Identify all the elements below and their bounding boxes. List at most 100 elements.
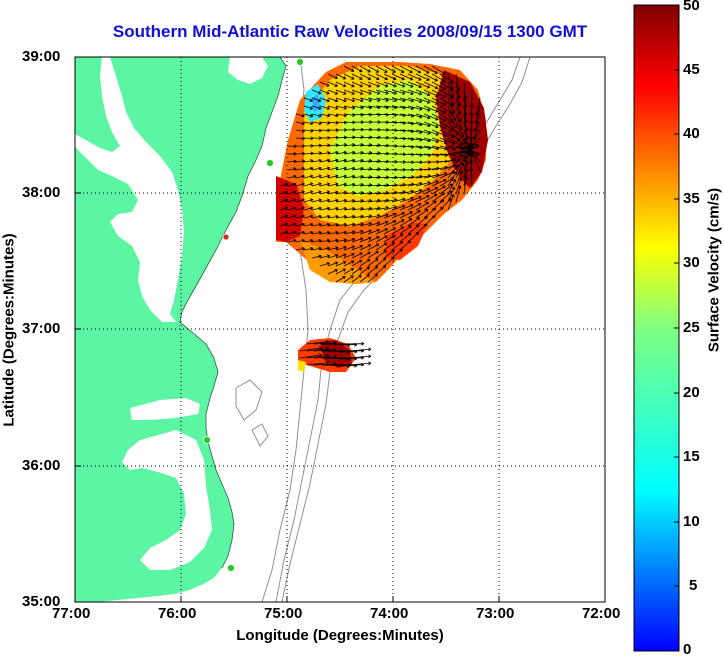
- velocity-arrow: [391, 65, 405, 73]
- velocity-arrow: [335, 81, 347, 88]
- velocity-arrow: [375, 213, 389, 219]
- velocity-arrow: [439, 137, 456, 145]
- velocity-arrow: [351, 81, 363, 88]
- x-axis-label: Longitude (Degrees:Minutes): [236, 627, 444, 644]
- velocity-arrow: [367, 273, 378, 283]
- velocity-arrow: [295, 174, 305, 179]
- velocity-arrow: [455, 162, 465, 179]
- velocity-arrow: [319, 214, 331, 219]
- velocity-arrow: [375, 227, 389, 235]
- velocity-arrow: [415, 81, 431, 89]
- velocity-arrow: [423, 121, 439, 129]
- velocity-arrow: [311, 105, 322, 110]
- velocity-arrow: [335, 89, 347, 95]
- velocity-arrow: [287, 167, 297, 171]
- velocity-arrow: [359, 251, 371, 259]
- velocity-arrow: [383, 219, 397, 227]
- x-tick-label: 75:00: [264, 605, 303, 622]
- velocity-arrow: [391, 89, 406, 95]
- velocity-arrow: [391, 248, 403, 259]
- velocity-arrow: [343, 89, 355, 95]
- velocity-arrow: [439, 145, 456, 151]
- velocity-arrow: [415, 89, 431, 97]
- coastline: [179, 57, 287, 569]
- colorbar-tick-label: 20: [683, 384, 700, 401]
- velocity-arrow: [407, 188, 423, 195]
- velocity-arrow: [311, 89, 322, 95]
- map-title: Southern Mid-Atlantic Raw Velocities 200…: [112, 22, 588, 41]
- velocity-arrow: [351, 73, 363, 80]
- velocity-arrow: [303, 121, 314, 126]
- velocity-arrow: [303, 174, 314, 179]
- velocity-arrow: [455, 113, 463, 130]
- velocity-arrow: [303, 159, 314, 163]
- velocity-arrow: [319, 238, 331, 243]
- colorbar-tick-label: 50: [683, 0, 700, 14]
- velocity-arrow: [399, 211, 413, 219]
- velocity-vectors: [279, 65, 481, 368]
- y-tick-label: 39:00: [22, 48, 61, 65]
- velocity-arrow: [351, 267, 363, 275]
- velocity-arrow: [415, 97, 431, 104]
- velocity-arrow: [383, 227, 396, 235]
- velocity-arrow: [319, 174, 330, 179]
- velocity-arrow: [375, 265, 387, 275]
- velocity-arrow: [343, 65, 355, 72]
- velocity-arrow: [359, 89, 372, 95]
- velocity-arrow: [311, 182, 322, 187]
- velocity-arrow: [415, 201, 430, 211]
- velocity-arrow: [287, 151, 297, 156]
- velocity-arrow: [343, 267, 355, 275]
- colorbar-ticks: [674, 69, 679, 587]
- chesapeake-bay: [75, 57, 184, 322]
- velocity-arrow: [399, 81, 414, 88]
- velocity-arrow: [383, 234, 396, 243]
- colorbar: [633, 4, 680, 652]
- velocity-arrow: [351, 237, 364, 243]
- velocity-arrow: [343, 97, 356, 103]
- velocity-arrow: [303, 198, 314, 203]
- velocity-arrow: [462, 146, 481, 155]
- velocity-arrow: [399, 225, 412, 235]
- x-tick-label: 74:00: [370, 605, 409, 622]
- velocity-arrow: [279, 230, 288, 235]
- velocity-arrow: [295, 159, 305, 164]
- velocity-arrow: [327, 97, 339, 103]
- velocity-arrow: [303, 182, 314, 187]
- colorbar-tick-label: 25: [683, 319, 700, 336]
- velocity-arrow: [415, 187, 431, 195]
- radar-station-active: [266, 159, 274, 167]
- velocity-arrow: [351, 65, 363, 73]
- velocity-arrow: [359, 65, 371, 73]
- velocity-arrow: [351, 97, 364, 103]
- velocity-arrow: [303, 222, 314, 227]
- velocity-arrow: [415, 73, 430, 81]
- delaware-bay: [228, 57, 268, 84]
- velocity-arrow: [311, 206, 322, 211]
- velocity-arrow: [375, 89, 389, 95]
- velocity-arrow: [367, 81, 380, 88]
- velocity-arrow: [319, 230, 331, 235]
- velocity-arrow: [407, 81, 422, 89]
- x-tick-label: 77:00: [52, 605, 91, 622]
- velocity-arrow: [335, 276, 346, 283]
- velocity-arrow: [431, 178, 447, 187]
- velocity-arrow: [375, 250, 387, 259]
- velocity-arrow: [391, 211, 405, 219]
- velocity-arrow: [359, 266, 371, 275]
- velocity-arrow: [359, 244, 372, 251]
- velocity-arrow: [455, 105, 463, 123]
- velocity-arrow: [303, 246, 314, 251]
- velocity-arrow: [319, 254, 330, 259]
- colorbar-tick-label: 10: [683, 513, 700, 530]
- velocity-arrow: [287, 214, 297, 219]
- colorbar-tick-label: 45: [683, 61, 700, 78]
- velocity-arrow: [287, 144, 297, 149]
- velocity-arrow: [287, 206, 297, 211]
- velocity-arrow: [469, 168, 474, 187]
- velocity-arrow: [431, 137, 448, 144]
- velocity-arrow: [367, 97, 381, 102]
- velocity-arrow: [311, 166, 322, 171]
- velocity-arrow: [439, 73, 454, 84]
- velocity-arrow: [367, 73, 380, 81]
